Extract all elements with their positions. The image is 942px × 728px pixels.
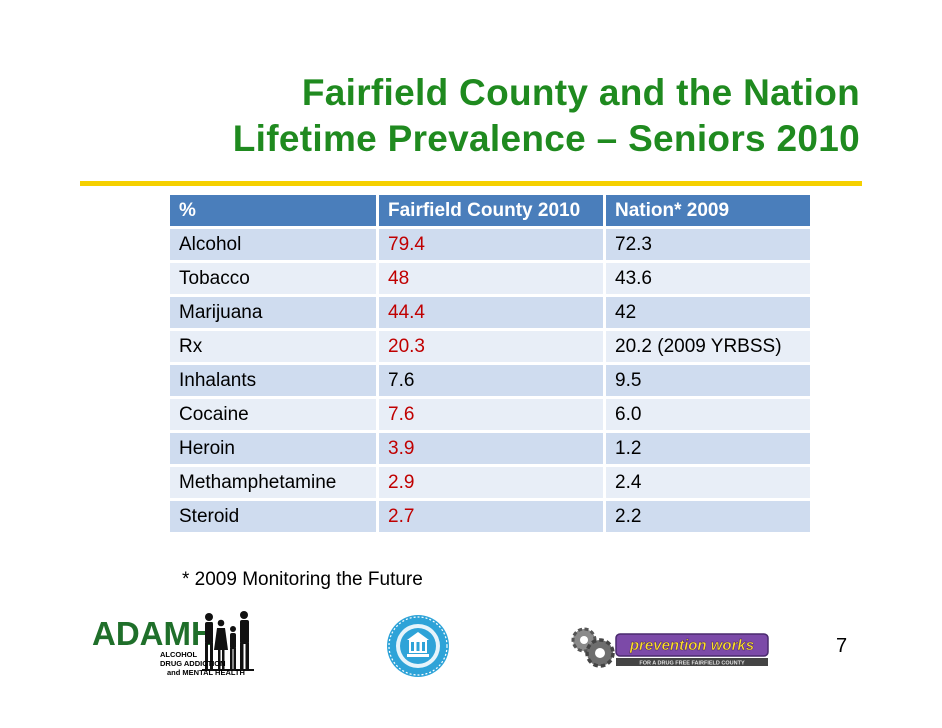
slide-title: Fairfield County and the Nation Lifetime…: [80, 70, 860, 162]
county-value-cell: 2.7: [379, 501, 606, 532]
header-nation: Nation* 2009: [606, 195, 813, 226]
table-row: Tobacco 48 43.6: [170, 263, 813, 294]
nation-value-cell: 2.4: [606, 467, 813, 498]
nation-value-cell: 20.2 (2009 YRBSS): [606, 331, 813, 362]
substance-cell: Marijuana: [170, 297, 379, 328]
family-figures-icon: [202, 611, 254, 671]
table-row: Cocaine 7.6 6.0: [170, 399, 813, 430]
table-row: Marijuana 44.4 42: [170, 297, 813, 328]
prevalence-table: % Fairfield County 2010 Nation* 2009 Alc…: [170, 192, 813, 535]
title-divider: [80, 181, 862, 186]
table-row: Inhalants 7.6 9.5: [170, 365, 813, 396]
substance-cell: Tobacco: [170, 263, 379, 294]
nation-value-cell: 2.2: [606, 501, 813, 532]
county-value-cell: 3.9: [379, 433, 606, 464]
county-value-cell: 79.4: [379, 229, 606, 260]
title-line-2: Lifetime Prevalence – Seniors 2010: [232, 118, 860, 159]
substance-cell: Heroin: [170, 433, 379, 464]
gears-icon: [571, 627, 615, 668]
nation-value-cell: 9.5: [606, 365, 813, 396]
prevention-works-logo: prevention works FOR A DRUG FREE FAIRFIE…: [571, 627, 769, 668]
substance-cell: Steroid: [170, 501, 379, 532]
substance-cell: Inhalants: [170, 365, 379, 396]
nation-value-cell: 43.6: [606, 263, 813, 294]
substance-cell: Rx: [170, 331, 379, 362]
footnote: * 2009 Monitoring the Future: [182, 569, 423, 590]
nation-value-cell: 72.3: [606, 229, 813, 260]
table-row: Steroid 2.7 2.2: [170, 501, 813, 532]
county-value-cell: 48: [379, 263, 606, 294]
table-row: Methamphetamine 2.9 2.4: [170, 467, 813, 498]
title-line-1: Fairfield County and the Nation: [301, 72, 860, 113]
county-value-cell: 7.6: [379, 365, 606, 396]
substance-cell: Alcohol: [170, 229, 379, 260]
county-value-cell: 20.3: [379, 331, 606, 362]
substance-cell: Cocaine: [170, 399, 379, 430]
nation-value-cell: 6.0: [606, 399, 813, 430]
nation-value-cell: 42: [606, 297, 813, 328]
county-value-cell: 44.4: [379, 297, 606, 328]
svg-text:and MENTAL HEALTH: and MENTAL HEALTH: [167, 668, 245, 677]
header-county: Fairfield County 2010: [379, 195, 606, 226]
header-percent: %: [170, 195, 379, 226]
table-row: Rx 20.3 20.2 (2009 YRBSS): [170, 331, 813, 362]
substance-cell: Methamphetamine: [170, 467, 379, 498]
prevention-wordmark: prevention works: [629, 637, 754, 654]
county-value-cell: 7.6: [379, 399, 606, 430]
table-row: Heroin 3.9 1.2: [170, 433, 813, 464]
table-row: Alcohol 79.4 72.3: [170, 229, 813, 260]
table-body: Alcohol 79.4 72.3 Tobacco 48 43.6 Marijuana 44.…: [170, 229, 813, 532]
table-header-row: % Fairfield County 2010 Nation* 2009: [170, 195, 813, 226]
county-value-cell: 2.9: [379, 467, 606, 498]
adamh-logo: ADAMH ALCOHOL DRUG ADDICTION and MENTAL …: [92, 611, 254, 677]
svg-text:DRUG ADDICTION: DRUG ADDICTION: [160, 659, 226, 668]
county-seal-logo: [387, 615, 449, 677]
adamh-wordmark: ADAMH: [92, 615, 215, 652]
svg-text:ALCOHOL: ALCOHOL: [160, 650, 197, 659]
page-number: 7: [836, 635, 848, 657]
svg-text:FOR A DRUG FREE FAIRFIELD COUN: FOR A DRUG FREE FAIRFIELD COUNTY: [639, 661, 745, 667]
nation-value-cell: 1.2: [606, 433, 813, 464]
